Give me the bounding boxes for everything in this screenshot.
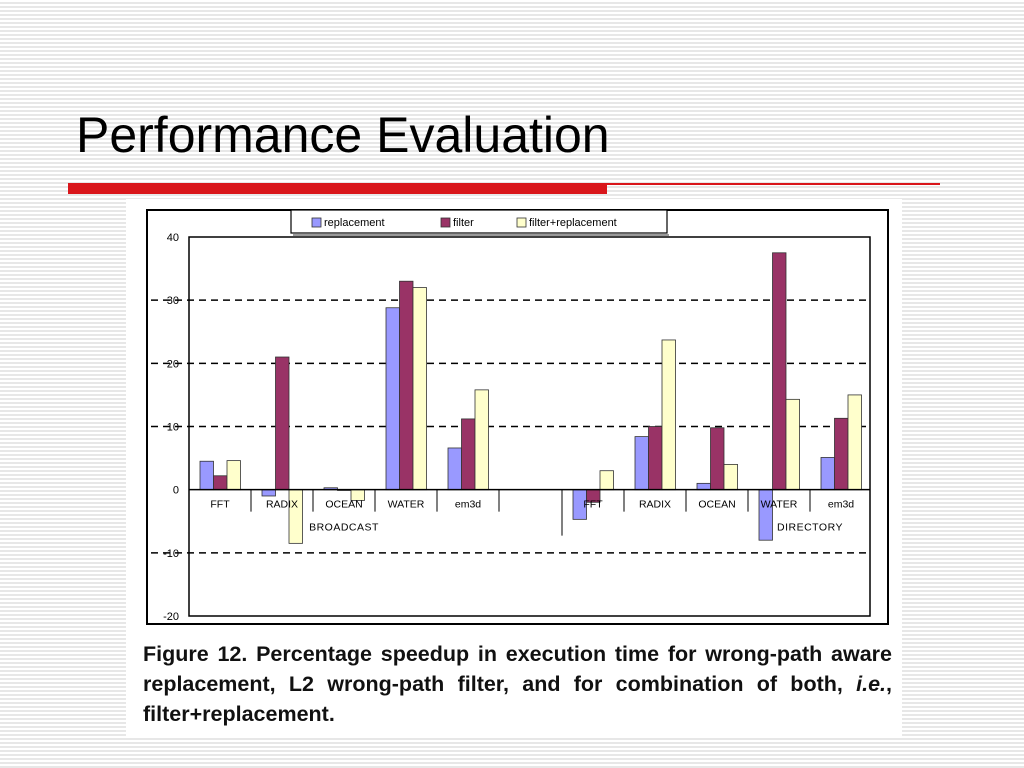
bar: [847, 394, 862, 491]
legend-swatch: [440, 217, 451, 228]
bar: [261, 489, 276, 497]
y-tick-label: 20: [167, 358, 179, 370]
legend-label: filter+replacement: [529, 217, 617, 229]
title-underline-thick: [68, 183, 607, 194]
figure-caption: Figure 12. Percentage speedup in executi…: [143, 639, 892, 729]
bar: [474, 389, 489, 491]
category-label: em3d: [828, 499, 854, 511]
category-label: FFT: [583, 499, 603, 511]
bar: [447, 447, 462, 491]
category-label: RADIX: [639, 499, 671, 511]
bar: [696, 482, 711, 491]
category-label: WATER: [388, 499, 425, 511]
bar: [461, 418, 476, 491]
legend-swatch: [311, 217, 322, 228]
bar: [634, 436, 649, 491]
group-labels: BROADCAST DIRECTORY: [309, 522, 843, 534]
title-underline-thin: [607, 183, 940, 185]
category-label: OCEAN: [325, 499, 362, 511]
y-tick-labels: -20 -10 0 10 20 30 40: [163, 232, 179, 623]
y-tick-label: 30: [167, 295, 179, 307]
caption-suffix: , filter+replacement.: [143, 672, 892, 726]
group-label: BROADCAST: [309, 522, 379, 534]
category-labels: FFT RADIX OCEAN WATER em3d FFT RADIX OCEAN WATER…: [210, 499, 854, 511]
bar: [785, 398, 800, 491]
category-label: em3d: [455, 499, 481, 511]
y-tick-label: 10: [167, 422, 179, 434]
axis: [189, 488, 870, 536]
legend-box: [290, 209, 668, 234]
bar: [226, 460, 241, 491]
bar: [723, 463, 738, 491]
bar: [834, 417, 849, 491]
y-tick-label: 0: [173, 485, 179, 497]
bar: [275, 356, 290, 491]
bar: [399, 280, 414, 491]
bar: [710, 427, 725, 491]
y-tick-label: 40: [167, 232, 179, 244]
caption-emphasis: i.e.: [856, 672, 887, 696]
legend-label: filter: [453, 217, 474, 229]
bar: [772, 252, 787, 491]
category-label: FFT: [210, 499, 230, 511]
bar: [412, 287, 427, 491]
bars: [199, 252, 862, 544]
bar: [661, 339, 676, 491]
category-label: RADIX: [266, 499, 298, 511]
bar: [199, 460, 214, 491]
bar: [385, 307, 400, 491]
figure-panel: -20 -10 0 10 20 30 40 FFT RADIX OCEAN WATER em3d FF…: [126, 199, 902, 736]
category-label: OCEAN: [698, 499, 735, 511]
bar: [599, 470, 614, 491]
bar: [648, 426, 663, 491]
legend-swatch: [516, 217, 527, 228]
bar: [213, 475, 228, 491]
caption-text: Figure 12. Percentage speedup in executi…: [143, 642, 892, 696]
legend-label: replacement: [324, 217, 385, 229]
y-tick-label: -20: [163, 611, 179, 623]
legend: replacement filter filter+replacement: [290, 209, 669, 236]
bar: [758, 489, 773, 541]
y-tick-label: -10: [163, 548, 179, 560]
bar: [820, 457, 835, 491]
group-label: DIRECTORY: [777, 522, 843, 534]
slide-title: Performance Evaluation: [76, 107, 610, 163]
category-label: WATER: [761, 499, 798, 511]
